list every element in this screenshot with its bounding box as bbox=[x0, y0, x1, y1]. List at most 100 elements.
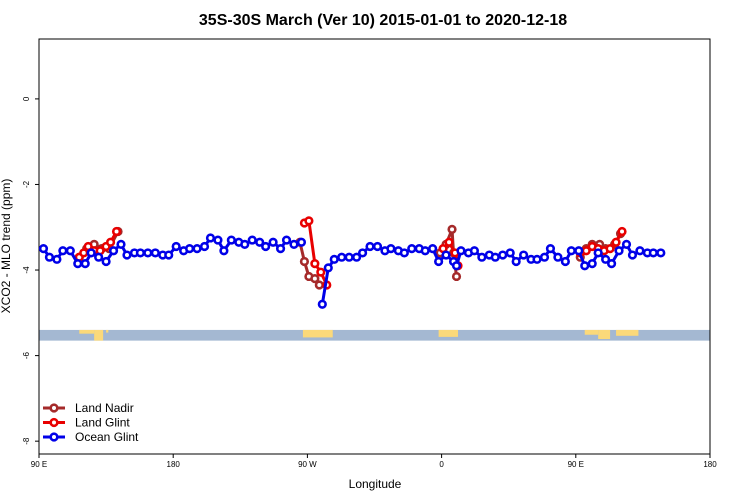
data-point-ocean-glint bbox=[648, 248, 658, 258]
data-point-land-nadir bbox=[447, 224, 457, 234]
data-point-ocean-glint bbox=[94, 252, 104, 262]
land-segment bbox=[584, 329, 599, 335]
data-point-ocean-glint bbox=[135, 248, 145, 258]
land-segment bbox=[94, 329, 104, 341]
data-point-ocean-glint bbox=[441, 250, 451, 260]
data-point-ocean-glint bbox=[386, 244, 396, 254]
legend-item-land-glint: Land Glint bbox=[43, 416, 130, 430]
data-point-ocean-glint bbox=[171, 241, 181, 252]
land-segment bbox=[438, 329, 459, 337]
data-point-ocean-glint bbox=[122, 250, 132, 260]
legend-swatch-marker bbox=[49, 417, 59, 428]
data-point-ocean-glint bbox=[606, 259, 617, 269]
data-point-ocean-glint bbox=[469, 246, 480, 256]
data-point-ocean-glint bbox=[205, 233, 216, 243]
data-point-ocean-glint bbox=[580, 261, 590, 271]
data-point-ocean-glint bbox=[399, 248, 409, 258]
data-point-ocean-glint bbox=[539, 252, 550, 262]
legend-swatch-marker bbox=[49, 432, 59, 442]
data-point-ocean-glint bbox=[199, 241, 210, 252]
x-tick-label: 0 bbox=[439, 460, 444, 469]
data-point-ocean-glint bbox=[281, 235, 292, 245]
y-tick-label: -6 bbox=[22, 351, 31, 359]
chart-title: 35S-30S March (Ver 10) 2015-01-01 to 202… bbox=[199, 12, 567, 29]
data-point-ocean-glint bbox=[451, 261, 462, 271]
land-segment bbox=[79, 329, 95, 334]
legend-label: Land Nadir bbox=[75, 401, 134, 415]
data-point-land-glint bbox=[444, 237, 454, 247]
data-point-land-glint bbox=[105, 237, 116, 247]
data-point-ocean-glint bbox=[143, 248, 153, 258]
y-tick-label: -2 bbox=[22, 180, 31, 188]
data-point-ocean-glint bbox=[407, 244, 417, 254]
data-point-land-glint bbox=[617, 226, 627, 237]
data-point-land-glint bbox=[611, 237, 621, 247]
data-point-ocean-glint bbox=[420, 246, 430, 256]
x-tick-label: 180 bbox=[167, 460, 181, 469]
plot-area-frame bbox=[38, 38, 711, 455]
data-point-ocean-glint bbox=[456, 246, 466, 256]
x-axis: 90 E 180 90 W 0 90 E 180 bbox=[31, 454, 717, 469]
data-point-land-glint bbox=[605, 244, 615, 254]
legend-label: Ocean Glint bbox=[75, 430, 139, 444]
series-layer bbox=[38, 216, 666, 309]
land-segment bbox=[598, 329, 611, 340]
data-point-ocean-glint bbox=[192, 244, 202, 254]
data-point-ocean-glint bbox=[317, 299, 327, 309]
data-point-ocean-glint bbox=[116, 239, 126, 249]
data-point-ocean-glint bbox=[428, 244, 438, 254]
data-point-ocean-glint bbox=[38, 244, 49, 254]
data-point-ocean-glint bbox=[635, 246, 645, 256]
data-point-ocean-glint bbox=[627, 250, 638, 260]
data-point-ocean-glint bbox=[275, 244, 286, 254]
y-tick-label: -8 bbox=[22, 437, 31, 445]
land-ocean-strip bbox=[39, 329, 710, 341]
data-point-ocean-glint bbox=[357, 248, 368, 258]
data-point-ocean-glint bbox=[574, 246, 584, 256]
x-tick-label: 90 W bbox=[298, 460, 317, 469]
data-point-land-glint bbox=[111, 226, 122, 237]
x-axis-label: Longitude bbox=[349, 477, 402, 491]
data-point-land-nadir bbox=[451, 271, 462, 282]
x-tick-label: 90 E bbox=[568, 460, 584, 469]
data-point-ocean-glint bbox=[289, 239, 299, 249]
data-point-ocean-glint bbox=[86, 248, 96, 258]
y-tick-label: 0 bbox=[22, 96, 31, 101]
data-point-ocean-glint bbox=[268, 237, 278, 247]
ocean-strip bbox=[39, 329, 710, 341]
y-tick-label: -4 bbox=[22, 266, 31, 274]
legend-item-land-nadir: Land Nadir bbox=[43, 401, 134, 415]
data-point-ocean-glint bbox=[247, 235, 257, 245]
data-point-ocean-glint bbox=[593, 248, 603, 258]
data-point-land-nadir bbox=[310, 273, 320, 284]
x-tick-label: 90 E bbox=[31, 460, 47, 469]
data-point-ocean-glint bbox=[65, 246, 75, 256]
data-point-ocean-glint bbox=[545, 244, 556, 254]
data-point-land-nadir bbox=[299, 256, 310, 267]
x-tick-label: 180 bbox=[703, 460, 717, 469]
data-point-ocean-glint bbox=[621, 239, 632, 249]
data-point-ocean-glint bbox=[490, 252, 500, 262]
land-segment bbox=[302, 329, 333, 338]
land-segment bbox=[106, 329, 109, 333]
data-point-ocean-glint bbox=[329, 254, 339, 264]
data-point-ocean-glint bbox=[219, 246, 229, 256]
data-point-ocean-glint bbox=[587, 259, 597, 269]
data-point-ocean-glint bbox=[213, 235, 223, 245]
data-point-ocean-glint bbox=[337, 252, 347, 262]
data-point-ocean-glint bbox=[80, 259, 90, 269]
data-point-ocean-glint bbox=[255, 237, 265, 247]
legend-item-ocean-glint: Ocean Glint bbox=[43, 430, 139, 444]
data-point-ocean-glint bbox=[656, 248, 666, 258]
data-point-ocean-glint bbox=[52, 254, 62, 264]
data-point-ocean-glint bbox=[560, 256, 570, 267]
data-point-ocean-glint bbox=[240, 239, 250, 249]
data-point-ocean-glint bbox=[150, 248, 160, 258]
data-point-ocean-glint bbox=[226, 235, 236, 245]
data-point-ocean-glint bbox=[566, 246, 576, 256]
data-point-ocean-glint bbox=[296, 237, 307, 247]
data-point-land-glint bbox=[304, 216, 314, 226]
series-ocean-glint bbox=[38, 233, 666, 309]
y-axis: 0 -2 -4 -6 -8 bbox=[22, 96, 39, 445]
